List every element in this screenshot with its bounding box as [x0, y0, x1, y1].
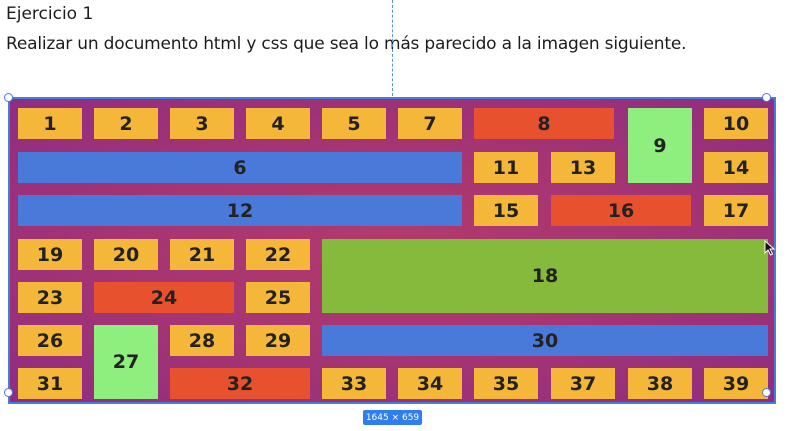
cell-8: 8 — [474, 108, 614, 139]
cell-27: 27 — [94, 325, 158, 399]
cell-5: 5 — [322, 108, 386, 139]
cell-16: 16 — [551, 195, 691, 226]
cell-22: 22 — [246, 239, 310, 270]
cell-25: 25 — [246, 282, 310, 313]
cell-37: 37 — [551, 368, 615, 399]
cell-12: 12 — [18, 195, 462, 226]
dimension-badge: 1645 × 659 — [363, 410, 422, 425]
exercise-instruction: Realizar un documento html y css que sea… — [6, 34, 687, 54]
alignment-guide — [392, 0, 393, 96]
cell-9: 9 — [628, 108, 692, 183]
cell-39: 39 — [704, 368, 768, 399]
cell-20: 20 — [94, 239, 158, 270]
cell-7: 7 — [398, 108, 462, 139]
cell-15: 15 — [474, 195, 538, 226]
cell-38: 38 — [628, 368, 692, 399]
cell-10: 10 — [704, 108, 768, 139]
resize-handle-top-right[interactable] — [762, 93, 771, 102]
resize-handle-bottom-right[interactable] — [762, 388, 771, 397]
cell-11: 11 — [474, 152, 538, 183]
cell-6: 6 — [18, 152, 462, 183]
cell-32: 32 — [170, 368, 310, 399]
mouse-cursor-icon — [764, 240, 776, 256]
resize-handle-bottom-left[interactable] — [4, 388, 13, 397]
cell-14: 14 — [704, 152, 768, 183]
cell-34: 34 — [398, 368, 462, 399]
cell-31: 31 — [18, 368, 82, 399]
cell-4: 4 — [246, 108, 310, 139]
cell-21: 21 — [170, 239, 234, 270]
resize-handle-top-left[interactable] — [4, 93, 13, 102]
cell-19: 19 — [18, 239, 82, 270]
cell-24: 24 — [94, 282, 234, 313]
cell-3: 3 — [170, 108, 234, 139]
cell-35: 35 — [474, 368, 538, 399]
cell-2: 2 — [94, 108, 158, 139]
cell-23: 23 — [18, 282, 82, 313]
cell-28: 28 — [170, 325, 234, 356]
cell-26: 26 — [18, 325, 82, 356]
cell-13: 13 — [551, 152, 615, 183]
cell-30: 30 — [322, 325, 768, 356]
cell-1: 1 — [18, 108, 82, 139]
cell-18: 18 — [322, 239, 768, 313]
exercise-heading: Ejercicio 1 — [6, 4, 94, 24]
grid-image[interactable]: 1 2 3 4 5 7 8 9 10 6 11 13 14 12 15 16 1… — [8, 97, 776, 404]
cell-17: 17 — [704, 195, 768, 226]
cell-33: 33 — [322, 368, 386, 399]
cell-29: 29 — [246, 325, 310, 356]
